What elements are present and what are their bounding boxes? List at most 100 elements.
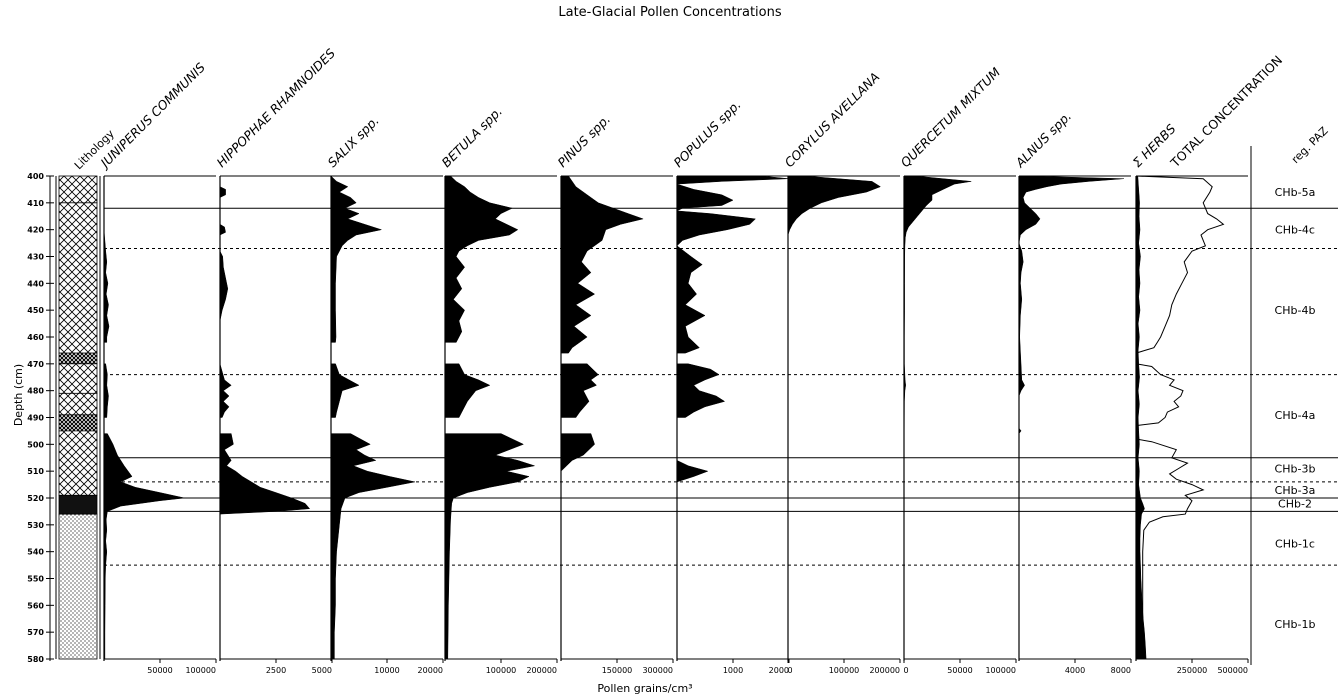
depth-tick-label: 580 xyxy=(27,655,44,664)
concentration-curve xyxy=(1018,175,1125,659)
panel-tick-label: 2500 xyxy=(266,666,286,675)
panel-tick-label: 200000 xyxy=(526,666,557,675)
lithology-unit-crosshatch xyxy=(58,175,98,204)
panel-tick-label: 2000 xyxy=(769,666,789,675)
concentration-curve xyxy=(676,433,709,659)
concentration-curve xyxy=(219,363,232,418)
depth-tick-label: 500 xyxy=(27,440,44,449)
depth-tick-label: 460 xyxy=(27,333,44,342)
depth-tick-label: 530 xyxy=(27,521,44,530)
concentration-curve xyxy=(103,433,185,660)
depth-tick-label: 560 xyxy=(27,601,44,610)
panel-tick-label: 200000 xyxy=(869,666,900,675)
lithology-unit-crosshatch xyxy=(58,392,98,416)
panel-betula-spp: 100000 200000 BETULA spp. xyxy=(439,104,558,675)
concentration-curve xyxy=(219,176,229,343)
panel-tick-label: 0 xyxy=(903,666,908,675)
paz-label: CHb-3a xyxy=(1275,484,1316,497)
y-axis-label: Depth (cm) xyxy=(12,364,25,426)
panel-tick-label: 500000 xyxy=(1217,666,1248,675)
panel-tick-label: 50000 xyxy=(947,666,972,675)
panel-quercetum-mixtum: 50000 100000 0 QUERCETUM MIXTUM xyxy=(898,64,1017,675)
panel-tick-label: 100000 xyxy=(486,666,517,675)
paz-label: CHb-4a xyxy=(1275,409,1316,422)
panel-tick-label: 8000 xyxy=(1111,666,1131,675)
taxon-header: CORYLUS AVELLANA xyxy=(782,69,883,170)
panel-tick-label: 4000 xyxy=(1065,666,1085,675)
panel-corylus-avellana: 100000 200000 0 CORYLUS AVELLANA xyxy=(782,69,901,675)
concentration-curve xyxy=(330,175,383,343)
concentration-curve xyxy=(903,175,972,660)
paz-column: reg. PAZ CHb-5a CHb-4c CHb-4b CHb-4a CHb-3b CH… xyxy=(1250,124,1331,665)
concentration-curve xyxy=(560,175,644,354)
concentration-curve xyxy=(444,175,519,343)
depth-tick-label: 410 xyxy=(27,199,44,208)
depth-tick-label: 490 xyxy=(27,414,44,423)
taxon-header: POPULUS spp. xyxy=(671,97,744,170)
panel-tick-label: 100000 xyxy=(185,666,216,675)
chart-title: Late-Glacial Pollen Concentrations xyxy=(558,5,781,20)
taxon-header: BETULA spp. xyxy=(439,104,506,171)
taxon-header: QUERCETUM MIXTUM xyxy=(898,64,1004,170)
concentration-curve xyxy=(444,433,535,660)
paz-label: CHb-4b xyxy=(1275,304,1316,317)
concentration-curve xyxy=(676,363,726,418)
depth-tick-label: 510 xyxy=(27,467,44,476)
panel-tick-label: 0 xyxy=(787,666,792,675)
concentration-curve xyxy=(560,363,599,418)
taxon-header: TOTAL CONCENTRATION xyxy=(1167,52,1285,170)
concentration-curve xyxy=(676,175,790,354)
depth-axis: 400 410 420 430 440 450 460 470 480 490 500 510 520 5… xyxy=(27,172,54,664)
taxon-header: ALNUS spp. xyxy=(1012,108,1074,170)
lithology-unit-dense xyxy=(58,414,98,432)
total-concentration-line xyxy=(1135,438,1205,659)
lithology-column: Lithology xyxy=(55,127,117,660)
taxon-header: PINUS spp. xyxy=(555,111,614,170)
depth-tick-label: 470 xyxy=(27,360,44,369)
paz-label: CHb-1c xyxy=(1275,538,1315,551)
panel-hippophae-rhamnoides: 2500 5000 HIPPOPHAE RHAMNOIDES xyxy=(214,46,339,675)
lithology-unit-crosshatch xyxy=(58,430,98,496)
depth-tick-label: 440 xyxy=(27,279,44,288)
concentration-curve xyxy=(560,433,595,659)
depth-tick-label: 520 xyxy=(27,494,44,503)
panel-tick-label: 100000 xyxy=(985,666,1016,675)
paz-label: CHb-3b xyxy=(1275,462,1316,475)
concentration-curve xyxy=(103,363,109,418)
depth-tick-label: 430 xyxy=(27,253,44,262)
lithology-unit-dots xyxy=(58,513,98,660)
depth-tick-label: 540 xyxy=(27,548,44,557)
paz-label: CHb-4c xyxy=(1275,224,1315,237)
depth-tick-label: 570 xyxy=(27,628,44,637)
concentration-curve xyxy=(330,363,360,418)
panel-juniperus-communis: 50000 100000 JUNIPERUS COMMUNIS xyxy=(95,60,217,675)
panel-populus-spp: 1000 2000 POPULUS spp. xyxy=(671,97,790,675)
concentration-curve xyxy=(1135,175,1147,660)
taxon-header: JUNIPERUS COMMUNIS xyxy=(95,60,208,173)
depth-tick-label: 420 xyxy=(27,226,44,235)
panel-tick-label: 5000 xyxy=(312,666,332,675)
panel-tick-label: 1000 xyxy=(723,666,743,675)
concentration-curve xyxy=(103,176,110,343)
taxon-header: SALIX spp. xyxy=(325,113,382,170)
panel-tick-label: 300000 xyxy=(642,666,673,675)
lithology-unit-crosshatch xyxy=(58,363,98,394)
paz-label: CHb-2 xyxy=(1278,497,1312,510)
x-axis-label: Pollen grains/cm³ xyxy=(597,682,692,695)
panel-tick-label: 250000 xyxy=(1177,666,1208,675)
panel-tick-label: 20000 xyxy=(418,666,443,675)
taxon-header: HIPPOPHAE RHAMNOIDES xyxy=(214,46,339,171)
panel-pinus-spp: 150000 300000 PINUS spp. xyxy=(555,111,674,675)
depth-tick-label: 480 xyxy=(27,387,44,396)
lithology-unit-dense xyxy=(58,352,98,365)
zone-lines xyxy=(104,207,1338,566)
paz-header: reg. PAZ xyxy=(1289,124,1331,166)
depth-tick-label: 400 xyxy=(27,172,44,181)
panel-alnus-spp: 4000 8000 ALNUS spp. xyxy=(1012,108,1132,675)
concentration-curve xyxy=(219,433,311,659)
lithology-unit-crosshatch xyxy=(58,202,98,354)
concentration-curve xyxy=(444,363,491,418)
